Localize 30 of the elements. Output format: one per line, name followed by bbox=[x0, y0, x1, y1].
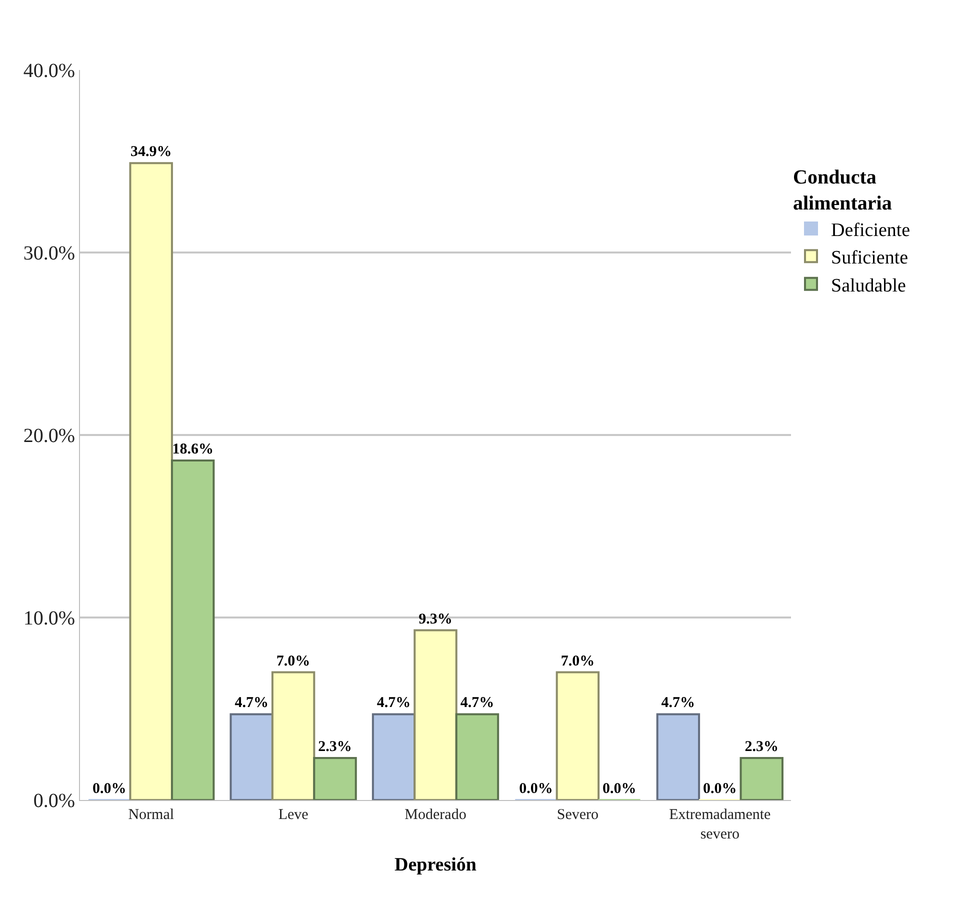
y-tick-label: 40.0% bbox=[23, 60, 75, 82]
data-label: 2.3% bbox=[318, 739, 352, 756]
y-tick-label: 0.0% bbox=[33, 790, 75, 812]
data-label: 4.7% bbox=[234, 695, 268, 712]
legend-label: Deficiente bbox=[831, 220, 910, 241]
data-label: 34.9% bbox=[130, 144, 172, 160]
data-label: 4.7% bbox=[376, 695, 411, 712]
legend-label: Suficiente bbox=[831, 248, 908, 269]
data-label: 18.6% bbox=[172, 442, 214, 458]
data-label: 9.3% bbox=[418, 611, 452, 628]
data-label: 4.7% bbox=[460, 695, 494, 712]
y-tick-label: 30.0% bbox=[23, 242, 75, 264]
data-label: 0.0% bbox=[519, 781, 553, 797]
x-axis-title: Depresión bbox=[394, 854, 477, 876]
data-label: 7.0% bbox=[560, 653, 595, 670]
x-tick-label: Severo bbox=[556, 807, 599, 823]
x-tick-label: Normal bbox=[128, 807, 174, 823]
data-label: 0.0% bbox=[602, 781, 636, 797]
x-tick-label: Extremadamente severo bbox=[669, 807, 772, 842]
data-label: 7.0% bbox=[276, 653, 310, 670]
data-label: 0.0% bbox=[703, 781, 737, 797]
y-tick-label: 20.0% bbox=[23, 425, 75, 447]
data-label: 2.3% bbox=[744, 739, 778, 756]
legend-label: Saludable bbox=[831, 275, 906, 296]
legend-title: Conducta alimentaria bbox=[793, 166, 892, 215]
x-tick-label: Leve bbox=[278, 807, 309, 823]
data-label: 4.7% bbox=[661, 695, 696, 712]
x-tick-label: Moderado bbox=[404, 807, 466, 823]
y-tick-label: 10.0% bbox=[23, 608, 75, 630]
data-label: 0.0% bbox=[92, 781, 126, 797]
